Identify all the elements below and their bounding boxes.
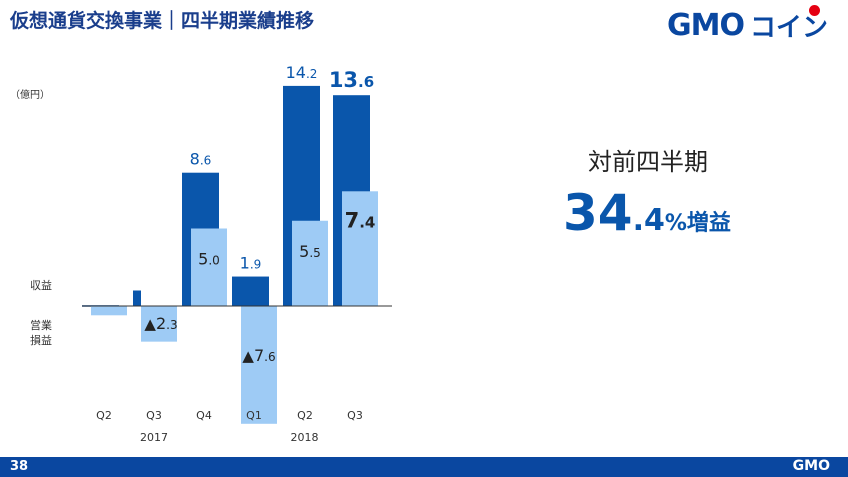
- revenue-value-label-5: 13.6: [329, 68, 374, 92]
- footer-bar: 38 GMO: [0, 457, 848, 477]
- revenue-bar-1: [133, 290, 141, 306]
- x-tick-label-3: Q1: [246, 409, 262, 422]
- logo-red-dot-icon: [809, 4, 820, 16]
- x-tick-label-1: Q3: [146, 409, 162, 422]
- op-income-bar-0: [91, 306, 127, 316]
- revenue-value-label-2: 8.6: [190, 150, 212, 169]
- op-income-label: 営業 損益: [30, 318, 52, 348]
- logo-text: GMO: [667, 7, 745, 43]
- x-tick-label-5: Q3: [347, 409, 363, 422]
- revenue-label: 収益: [30, 279, 52, 292]
- x-tick-label-0: Q2: [96, 409, 112, 422]
- op-income-value-label-3: ▲7.6: [242, 346, 275, 365]
- op-income-bar-1: [141, 306, 177, 342]
- unit-label: （億円）: [10, 90, 50, 101]
- kpi-label: 対前四半期: [588, 148, 708, 176]
- op-income-bar-2: [191, 228, 227, 306]
- op-income-bar-3: [241, 306, 277, 424]
- page-title: 仮想通貨交換事業｜四半期業績推移: [10, 10, 315, 32]
- op-income-label-line2: 損益: [30, 334, 52, 347]
- kpi-value-dec: .4: [632, 203, 665, 238]
- kpi-value-int: 34: [563, 184, 633, 242]
- year-label-1: 2018: [291, 431, 319, 444]
- op-income-bar-5: [342, 191, 378, 306]
- gmo-coin-logo: GMO コイン: [667, 4, 828, 44]
- x-tick-label-2: Q4: [196, 409, 212, 422]
- kpi-value: 34.4%増益: [563, 184, 731, 242]
- op-income-value-label-5: 7.4: [345, 208, 376, 232]
- op-income-value-label-2: 5.0: [198, 250, 220, 269]
- kpi-value-suffix: %増益: [664, 211, 731, 236]
- op-income-value-label-4: 5.5: [299, 242, 321, 261]
- revenue-value-label-3: 1.9: [240, 254, 262, 273]
- op-income-value-label-1: ▲2.3: [144, 314, 177, 333]
- op-income-bar-4: [292, 220, 328, 306]
- page-number: 38: [10, 459, 29, 474]
- x-tick-label-4: Q2: [297, 409, 313, 422]
- revenue-value-label-4: 14.2: [286, 63, 318, 82]
- year-label-0: 2017: [140, 431, 168, 444]
- footer-logo: GMO: [792, 458, 830, 474]
- logo-coin-text: コイン: [750, 4, 828, 44]
- revenue-bar-3: [232, 276, 269, 306]
- op-income-label-line1: 営業: [30, 319, 52, 332]
